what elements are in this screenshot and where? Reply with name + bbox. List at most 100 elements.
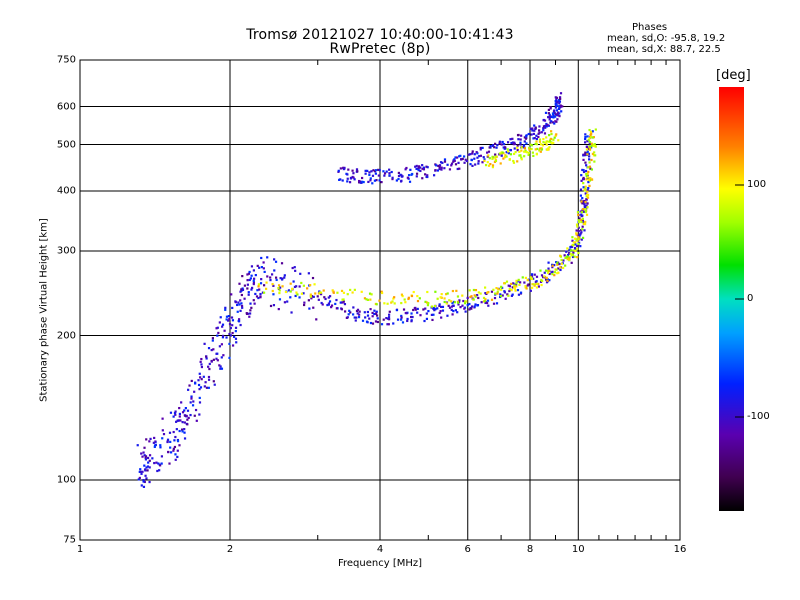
data-point [252,281,256,284]
data-point [426,175,429,179]
data-point [538,149,541,152]
data-point [488,157,491,160]
data-point [148,480,151,484]
data-point [349,177,353,180]
data-point [539,269,542,272]
data-point [363,297,367,300]
data-point [549,121,552,124]
data-point [153,461,156,465]
data-point [580,213,583,216]
data-point [266,275,269,278]
data-point [564,256,567,260]
data-point [391,300,394,303]
data-point [582,222,585,225]
data-point [330,306,333,309]
data-point [566,254,570,257]
data-point [365,320,369,323]
data-point [401,295,404,298]
data-point [289,282,292,285]
data-point [551,270,554,273]
data-point [199,386,203,389]
data-point [219,367,222,370]
data-point [518,150,521,153]
data-point [332,291,335,294]
data-point [316,295,319,298]
data-point [312,306,315,309]
data-point [415,172,419,175]
data-point [331,289,334,292]
data-point [554,113,557,116]
x-tick-label: 10 [571,544,585,555]
data-point [388,310,391,313]
data-point [551,266,554,269]
data-point [315,318,318,321]
data-point [489,144,492,148]
data-point [580,238,583,241]
data-point [579,188,583,191]
data-point [211,337,214,340]
data-point [188,384,191,387]
data-point [354,319,357,322]
data-point [452,160,455,163]
data-point [555,268,558,271]
data-point [419,169,422,173]
data-point [204,381,207,384]
x-tick-label: 16 [673,544,687,555]
data-point [293,285,297,289]
data-point [521,276,524,279]
data-point [581,217,584,220]
data-point [426,290,429,294]
data-point [191,404,195,407]
data-point [482,296,486,300]
data-point [203,385,206,388]
data-point [519,143,522,146]
data-point [286,300,289,303]
data-point [558,262,561,266]
data-point [473,153,476,156]
data-point [580,174,583,177]
data-point [532,277,535,280]
data-point [283,301,286,304]
data-point [415,167,418,170]
data-point [438,167,441,171]
data-point [498,152,502,155]
data-point [352,176,355,179]
data-point [298,296,301,299]
data-point [586,190,589,193]
data-point [197,383,201,387]
axis-ticks [317,60,667,540]
data-point [414,165,417,168]
data-point [457,301,460,304]
data-point [552,141,555,144]
data-point [582,170,586,174]
data-point [509,148,512,152]
data-point [266,256,269,259]
data-point [481,146,484,150]
data-point [278,298,282,301]
data-point [162,433,166,436]
data-point [202,375,205,378]
data-point [248,315,251,318]
data-point [183,428,186,431]
data-point [483,158,486,161]
data-point [495,302,499,305]
data-point [558,115,561,118]
data-point [571,255,575,259]
data-point [231,344,235,347]
data-point [530,273,534,276]
data-point [574,237,578,240]
data-point [579,232,582,235]
data-point [249,309,252,312]
data-point [386,302,389,305]
data-point [443,167,446,170]
data-point [472,298,475,301]
data-point [545,136,548,139]
data-point [262,291,266,294]
data-point [373,312,376,316]
data-point [590,144,594,147]
data-point [519,141,522,144]
data-point [435,164,438,167]
data-point [281,285,284,288]
data-point [535,140,538,143]
data-point [246,283,249,286]
